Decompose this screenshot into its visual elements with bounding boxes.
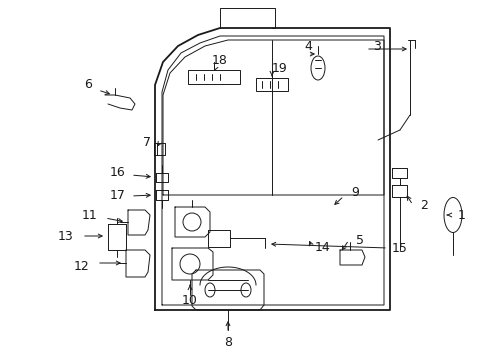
- Text: 2: 2: [419, 198, 427, 212]
- Text: 1: 1: [457, 208, 465, 221]
- Text: 16: 16: [110, 166, 125, 179]
- Text: 11: 11: [82, 208, 98, 221]
- Text: 18: 18: [212, 54, 227, 67]
- Text: 12: 12: [74, 260, 90, 273]
- Text: 8: 8: [224, 337, 231, 350]
- Text: 6: 6: [84, 77, 92, 90]
- Text: 5: 5: [355, 234, 363, 247]
- Text: 9: 9: [350, 185, 358, 198]
- Text: 19: 19: [271, 62, 287, 75]
- Text: 13: 13: [58, 230, 74, 243]
- Bar: [256, 78, 287, 91]
- Text: 3: 3: [372, 40, 380, 53]
- Text: 17: 17: [110, 189, 126, 202]
- Text: 10: 10: [182, 293, 198, 306]
- Text: 7: 7: [142, 135, 151, 149]
- Text: 15: 15: [391, 242, 407, 255]
- Bar: [187, 70, 240, 84]
- Text: 14: 14: [314, 240, 330, 253]
- Text: 4: 4: [304, 40, 311, 53]
